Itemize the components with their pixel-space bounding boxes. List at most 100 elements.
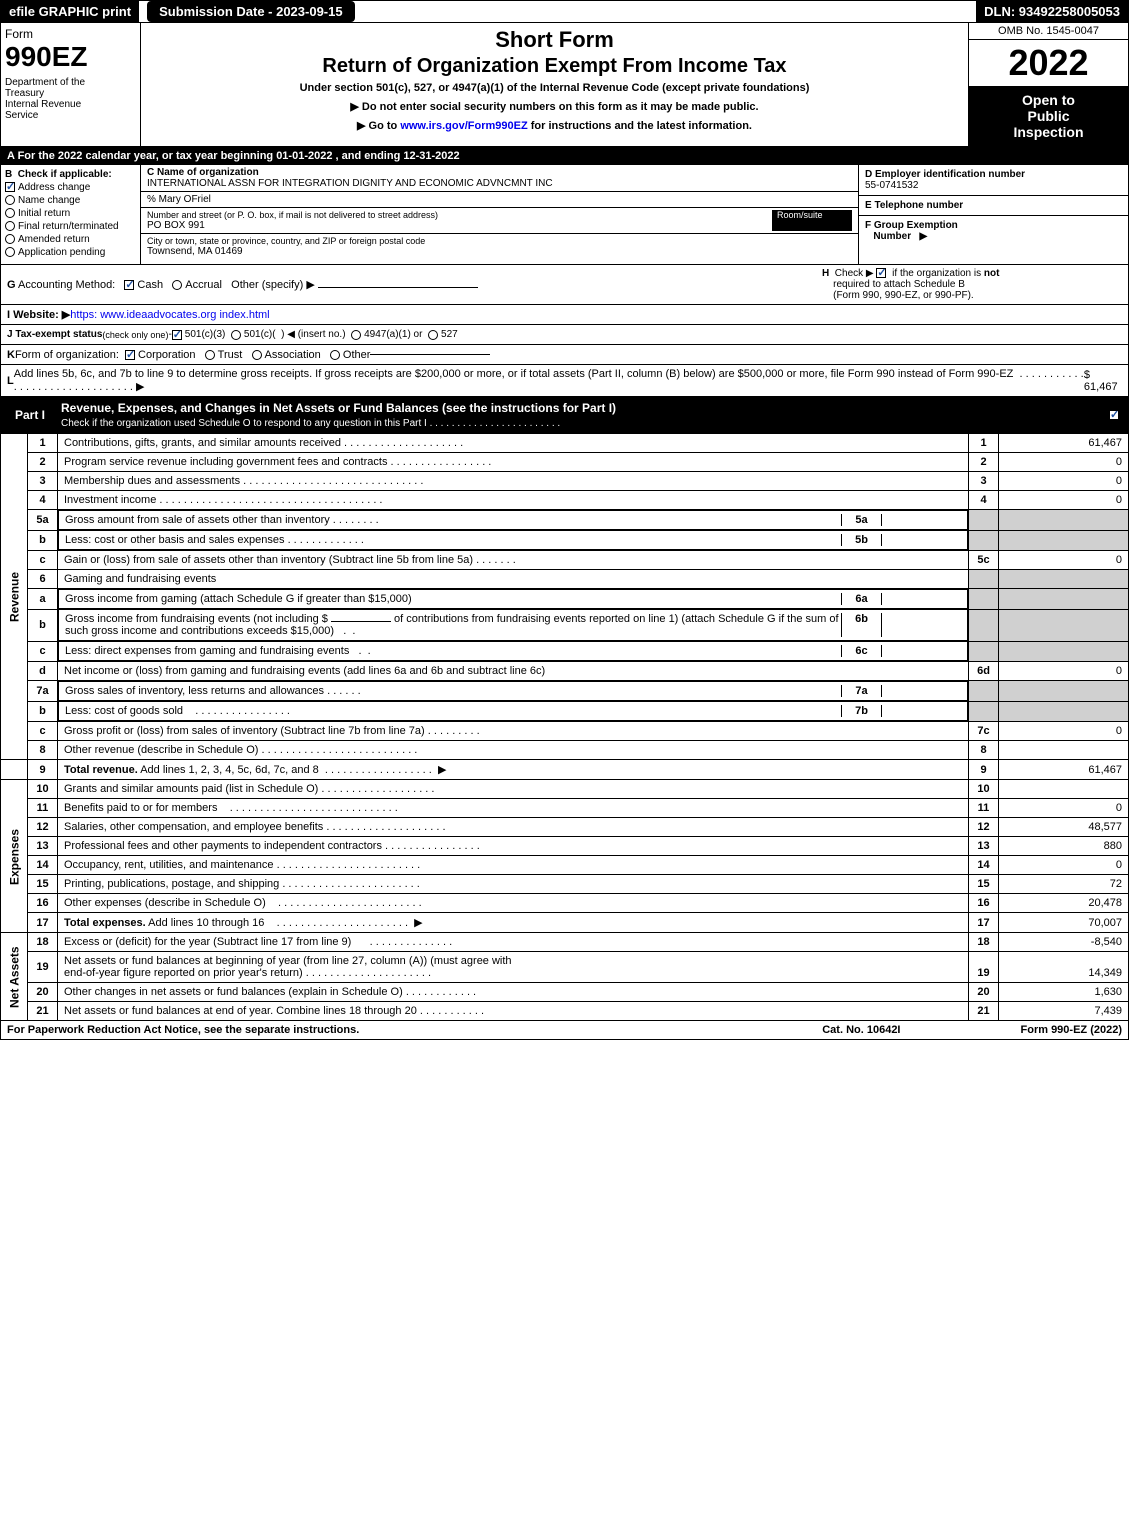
line-6d-ref: 6d [969, 662, 999, 681]
line-10-amt [999, 780, 1129, 799]
line-20-amt: 1,630 [999, 983, 1129, 1002]
line-6c-amt [999, 641, 1129, 662]
line-num: b [28, 530, 58, 551]
other-radio[interactable] [330, 350, 340, 360]
trust-radio[interactable] [205, 350, 215, 360]
cash-checkbox[interactable] [124, 280, 134, 290]
line-num: 10 [28, 780, 58, 799]
line-1-amt: 61,467 [999, 434, 1129, 453]
accrual-radio[interactable] [172, 280, 182, 290]
line-7b-ref [969, 701, 999, 722]
line-num: c [28, 722, 58, 741]
line-3-desc: Membership dues and assessments . . . . … [58, 472, 969, 491]
line-16-amt: 20,478 [999, 894, 1129, 913]
line-num: 13 [28, 837, 58, 856]
checkbox-icon[interactable] [5, 182, 15, 192]
501c-radio[interactable] [231, 330, 241, 340]
assoc-radio[interactable] [252, 350, 262, 360]
page-footer: For Paperwork Reduction Act Notice, see … [0, 1021, 1129, 1040]
line-7c-desc: Gross profit or (loss) from sales of inv… [58, 722, 969, 741]
header-right: OMB No. 1545-0047 2022 Open toPublicInsp… [968, 23, 1128, 146]
line-4-ref: 4 [969, 491, 999, 510]
line-num: 9 [28, 760, 58, 780]
radio-icon[interactable] [5, 208, 15, 218]
line-1-ref: 1 [969, 434, 999, 453]
section-i: I Website: ▶https: www.ideaadvocates.org… [0, 305, 1129, 325]
line-11-amt: 0 [999, 799, 1129, 818]
note-link: ▶ Go to www.irs.gov/Form990EZ for instru… [145, 119, 964, 132]
line-num: 1 [28, 434, 58, 453]
line-15-ref: 15 [969, 875, 999, 894]
line-num: a [28, 589, 58, 610]
cb-address-change[interactable]: Address change [5, 182, 136, 193]
cb-amended[interactable]: Amended return [5, 234, 136, 245]
cb-app-pending[interactable]: Application pending [5, 247, 136, 258]
phone-label: E Telephone number [865, 200, 1122, 211]
line-15-desc: Printing, publications, postage, and shi… [58, 875, 969, 894]
part1-schedule-o-checkbox[interactable] [1109, 410, 1119, 420]
cb-name-change[interactable]: Name change [5, 195, 136, 206]
line-14-ref: 14 [969, 856, 999, 875]
line-3-amt: 0 [999, 472, 1129, 491]
line-19-desc: Net assets or fund balances at beginning… [58, 952, 969, 983]
line-5b-amt [999, 530, 1129, 551]
line-9-ref: 9 [969, 760, 999, 780]
line-1-desc: Contributions, gifts, grants, and simila… [58, 434, 969, 453]
line-6c-ref [969, 641, 999, 662]
netassets-vertical-label: Net Assets [1, 933, 28, 1021]
line-7b-desc: Less: cost of goods sold . . . . . . . .… [58, 701, 968, 721]
line-12-amt: 48,577 [999, 818, 1129, 837]
radio-icon[interactable] [5, 195, 15, 205]
line-5b-desc: Less: cost or other basis and sales expe… [58, 530, 968, 550]
line-num: 20 [28, 983, 58, 1002]
org-name: INTERNATIONAL ASSN FOR INTEGRATION DIGNI… [147, 178, 852, 189]
corp-checkbox[interactable] [125, 350, 135, 360]
line-6a-desc: Gross income from gaming (attach Schedul… [58, 589, 968, 609]
section-f: F Group Exemption Number ▶ [859, 216, 1128, 246]
section-k: K Form of organization: Corporation Trus… [0, 345, 1129, 365]
schedule-b-checkbox[interactable] [876, 268, 886, 278]
radio-icon[interactable] [5, 221, 15, 231]
line-num: 16 [28, 894, 58, 913]
line-7a-ref [969, 681, 999, 702]
care-of-row: % Mary OFriel [141, 192, 858, 208]
sections-def: D Employer identification number 55-0741… [858, 165, 1128, 264]
line-21-amt: 7,439 [999, 1002, 1129, 1021]
line-17-ref: 17 [969, 913, 999, 933]
line-2-ref: 2 [969, 453, 999, 472]
line-10-ref: 10 [969, 780, 999, 799]
subtitle: Under section 501(c), 527, or 4947(a)(1)… [145, 82, 964, 94]
street-label: Number and street (or P. O. box, if mail… [147, 210, 438, 220]
cb-initial-return[interactable]: Initial return [5, 208, 136, 219]
line-14-desc: Occupancy, rent, utilities, and maintena… [58, 856, 969, 875]
radio-icon[interactable] [5, 247, 15, 257]
short-form-title: Short Form [145, 27, 964, 53]
tax-year: 2022 [969, 40, 1128, 86]
line-13-ref: 13 [969, 837, 999, 856]
line-17-amt: 70,007 [999, 913, 1129, 933]
note-ssn: ▶ Do not enter social security numbers o… [145, 100, 964, 113]
line-13-desc: Professional fees and other payments to … [58, 837, 969, 856]
line-10-desc: Grants and similar amounts paid (list in… [58, 780, 969, 799]
street-row: Number and street (or P. O. box, if mail… [141, 208, 858, 234]
radio-icon[interactable] [5, 234, 15, 244]
line-num: 18 [28, 933, 58, 952]
line-3-ref: 3 [969, 472, 999, 491]
submission-date: Submission Date - 2023-09-15 [147, 1, 355, 22]
irs-link[interactable]: www.irs.gov/Form990EZ [400, 120, 527, 132]
line-13-amt: 880 [999, 837, 1129, 856]
line-6b-desc: Gross income from fundraising events (no… [58, 609, 968, 641]
part-1-table: Revenue 1 Contributions, gifts, grants, … [0, 433, 1129, 1021]
cb-final-return[interactable]: Final return/terminated [5, 221, 136, 232]
line-8-ref: 8 [969, 741, 999, 760]
form-word: Form [5, 27, 136, 41]
501c3-checkbox[interactable] [172, 330, 182, 340]
4947-radio[interactable] [351, 330, 361, 340]
efile-label[interactable]: efile GRAPHIC print [1, 1, 139, 22]
line-num: 6 [28, 570, 58, 589]
527-radio[interactable] [428, 330, 438, 340]
footer-right: Form 990-EZ (2022) [1021, 1024, 1123, 1036]
line-6d-amt: 0 [999, 662, 1129, 681]
line-20-ref: 20 [969, 983, 999, 1002]
website-link[interactable]: https: www.ideaadvocates.org index.html [70, 309, 269, 321]
